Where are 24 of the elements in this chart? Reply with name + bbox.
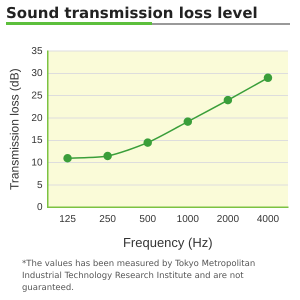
x-axis-title: Frequency (Hz): [122, 234, 213, 250]
chart-title: Sound transmission loss level: [6, 4, 258, 22]
x-tick-label: 250: [99, 214, 116, 226]
x-tick-label: 4000: [256, 214, 280, 226]
x-tick-label: 125: [59, 214, 76, 226]
y-tick-label: 15: [31, 135, 43, 146]
y-tick-label: 0: [36, 202, 43, 214]
y-tick-label: 10: [31, 157, 43, 168]
y-tick-label: 35: [31, 46, 43, 57]
y-tick-label: 25: [31, 90, 43, 102]
point: [184, 117, 192, 126]
y-tick-label: 20: [31, 112, 43, 124]
y-tick-label: 5: [36, 180, 43, 191]
text: *The values has been measured by Tokyo Metropolitan Industrial Technology Research Institute and are not guaranteed.: [22, 258, 256, 294]
point: [224, 96, 232, 104]
point: [143, 138, 152, 147]
x-tick-label: 500: [139, 214, 156, 226]
y-axis-title: Transmission loss (dB): [8, 68, 22, 190]
point: [63, 154, 72, 162]
x-tick-label: 2000: [216, 214, 240, 226]
point: [103, 152, 112, 160]
point: [264, 74, 272, 82]
x-tick-label: 1000: [176, 214, 200, 226]
y-tick-label: 30: [31, 68, 43, 80]
